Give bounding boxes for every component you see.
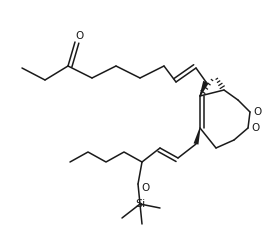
Polygon shape <box>194 128 201 145</box>
Polygon shape <box>199 81 209 96</box>
Text: O: O <box>252 123 260 133</box>
Text: Si: Si <box>135 199 145 209</box>
Text: O: O <box>254 107 262 117</box>
Text: O: O <box>142 183 150 193</box>
Text: O: O <box>75 31 83 41</box>
